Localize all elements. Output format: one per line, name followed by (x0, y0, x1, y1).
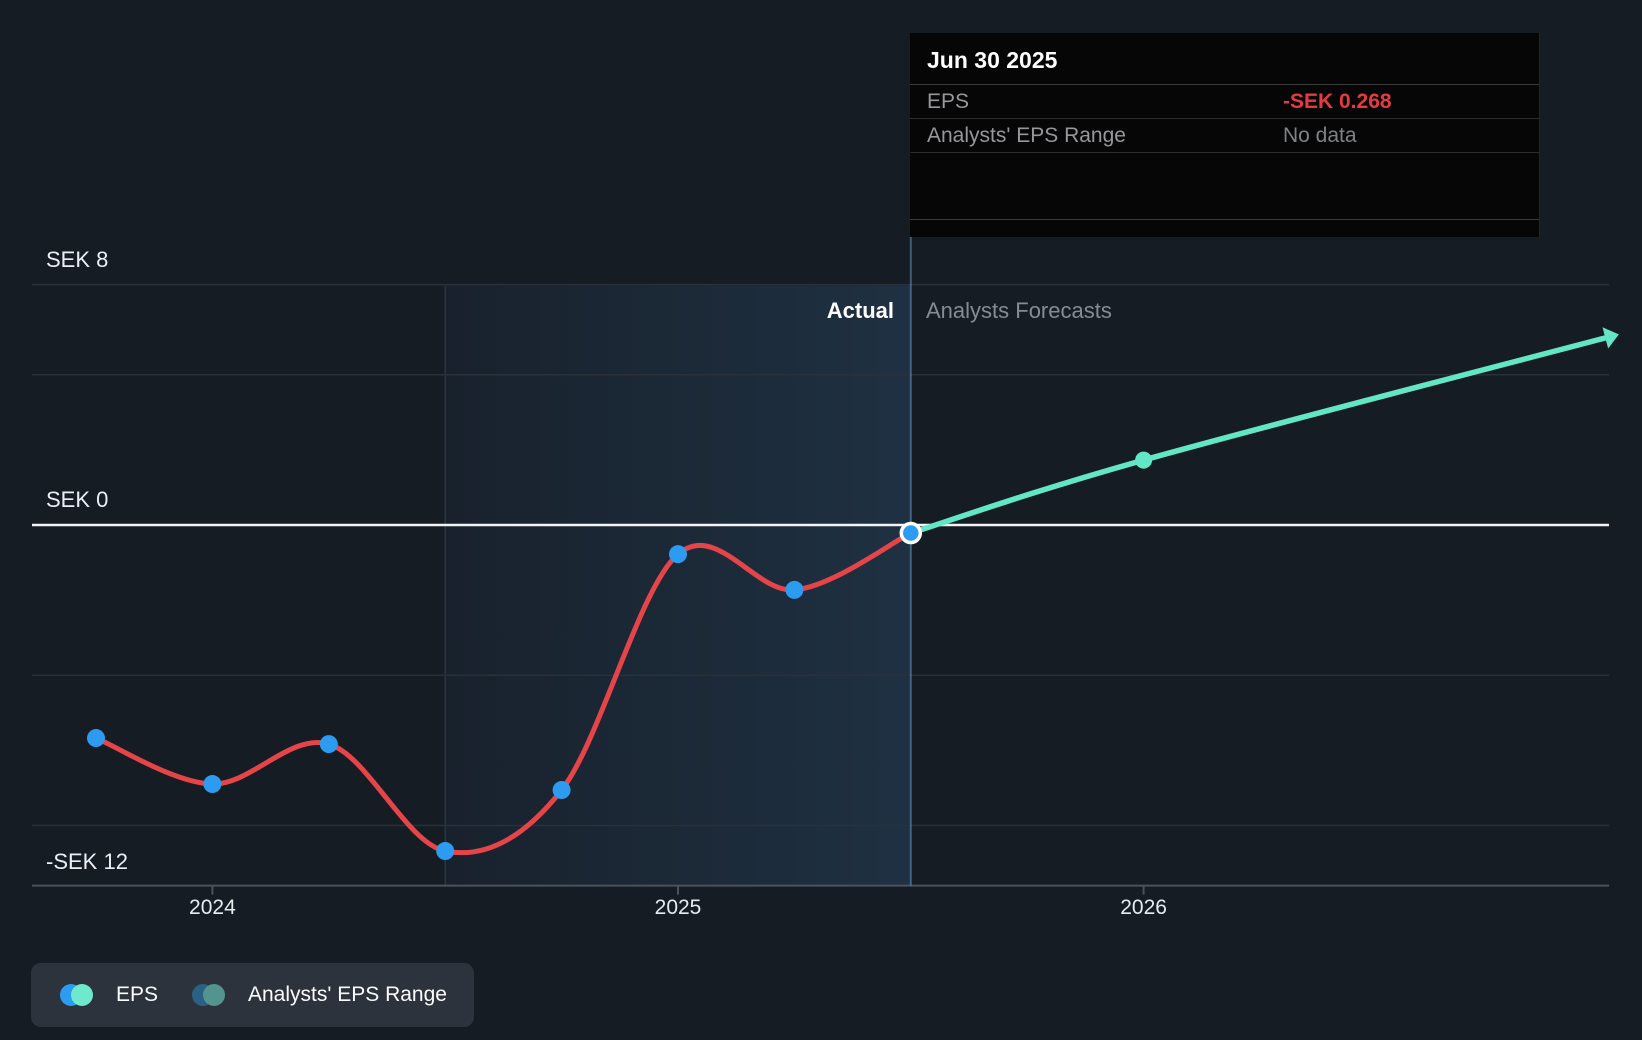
legend-analysts-eps-range-label: Analysts' EPS Range (248, 983, 447, 1006)
y-axis-label-sek0: SEK 0 (46, 487, 109, 512)
legend-item-eps[interactable]: EPS (31, 963, 186, 1027)
phase-label-forecast: Analysts Forecasts (926, 298, 1112, 323)
legend-eps-label: EPS (116, 983, 159, 1006)
tooltip-eps-range-label: Analysts' EPS Range (927, 124, 1126, 147)
actual-point-sep-30-2024[interactable] (552, 781, 571, 800)
y-axis-label-sek-12: -SEK 12 (46, 849, 128, 874)
forecast-arrowhead-icon (1602, 327, 1619, 349)
x-axis-label-2024: 2024 (189, 896, 236, 919)
actual-point-mar-31-2025[interactable] (785, 580, 804, 599)
actual-eps-line[interactable] (93, 530, 914, 856)
eps-series-icon (60, 984, 93, 1006)
actual-point-dec-31-2023[interactable] (203, 775, 222, 794)
legend-item-analysts-eps-range[interactable]: Analysts' EPS Range (163, 963, 474, 1027)
tooltip-row-eps-range: Analysts' EPS Range No data (910, 119, 1539, 153)
actual-point-mar-31-2024[interactable] (319, 735, 338, 754)
tooltip-eps-label: EPS (927, 90, 970, 113)
x-axis-label-2025: 2025 (654, 896, 702, 919)
tooltip-eps-range-value: No data (1283, 124, 1357, 147)
tooltip-date: Jun 30 2025 (910, 33, 1539, 85)
actual-point-dec-31-2024[interactable] (669, 545, 687, 564)
phase-label-actual: Actual (826, 298, 894, 323)
selected-point-jun-30-2025[interactable] (899, 521, 923, 545)
analysts-eps-range-series-icon (192, 984, 225, 1006)
actual-point-sep-30-2023[interactable] (87, 729, 105, 748)
tooltip-eps-value: -SEK 0.268 (1283, 90, 1392, 113)
forecast-point-dec-2025[interactable] (1135, 451, 1153, 469)
forecast-eps-line[interactable] (908, 334, 1612, 536)
highlight-band (445, 285, 911, 886)
tooltip: Jun 30 2025 EPS -SEK 0.268 Analysts' EPS… (910, 33, 1540, 237)
actual-point-jun-30-2024[interactable] (436, 842, 455, 861)
tooltip-footer-divider (910, 219, 1539, 238)
tooltip-row-eps: EPS -SEK 0.268 (910, 85, 1539, 119)
x-axis-label-2026: 2026 (1120, 896, 1167, 919)
y-axis-label-sek8: SEK 8 (46, 247, 109, 272)
